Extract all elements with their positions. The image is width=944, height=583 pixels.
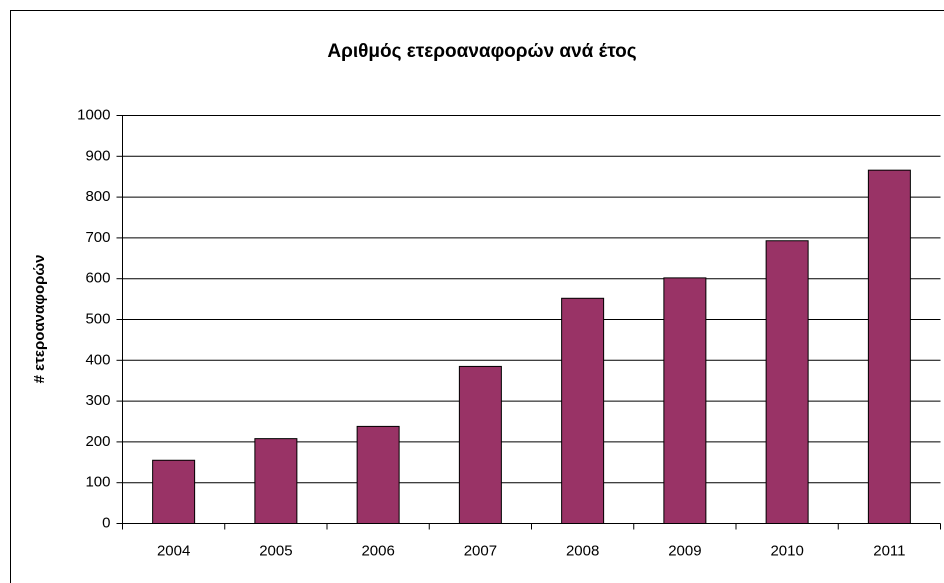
y-tick-label: 1000: [77, 106, 110, 123]
y-tick-label: 0: [102, 514, 110, 531]
x-tick-label: 2004: [157, 542, 190, 559]
y-tick-label: 300: [85, 392, 110, 409]
y-tick-label: 900: [85, 147, 110, 164]
x-tick-label: 2006: [361, 542, 394, 559]
bar: [561, 297, 605, 524]
bar: [663, 277, 707, 524]
y-tick-label: 200: [85, 433, 110, 450]
x-tick-label: 2005: [259, 542, 292, 559]
y-tick-label: 100: [85, 474, 110, 491]
chart-title: Αριθμός ετεροαναφορών ανά έτος: [327, 41, 636, 62]
bar: [458, 365, 502, 525]
x-tick-label: 2011: [873, 542, 905, 559]
y-tick-label: 400: [85, 351, 110, 368]
x-tick-label: 2009: [668, 542, 701, 559]
bar: [765, 240, 809, 524]
bar: [356, 425, 400, 524]
x-tick-label: 2010: [770, 542, 803, 559]
x-tick-label: 2008: [566, 542, 599, 559]
y-tick-label: 500: [85, 310, 110, 327]
bar: [152, 459, 196, 525]
x-tick-label: 2007: [464, 542, 497, 559]
y-tick-label: 800: [85, 188, 110, 205]
bar: [254, 438, 298, 524]
y-tick-label: 700: [85, 229, 110, 246]
bar: [867, 169, 911, 524]
y-tick-label: 600: [85, 270, 110, 287]
y-axis-label: # ετεροαναφορών: [31, 255, 48, 384]
